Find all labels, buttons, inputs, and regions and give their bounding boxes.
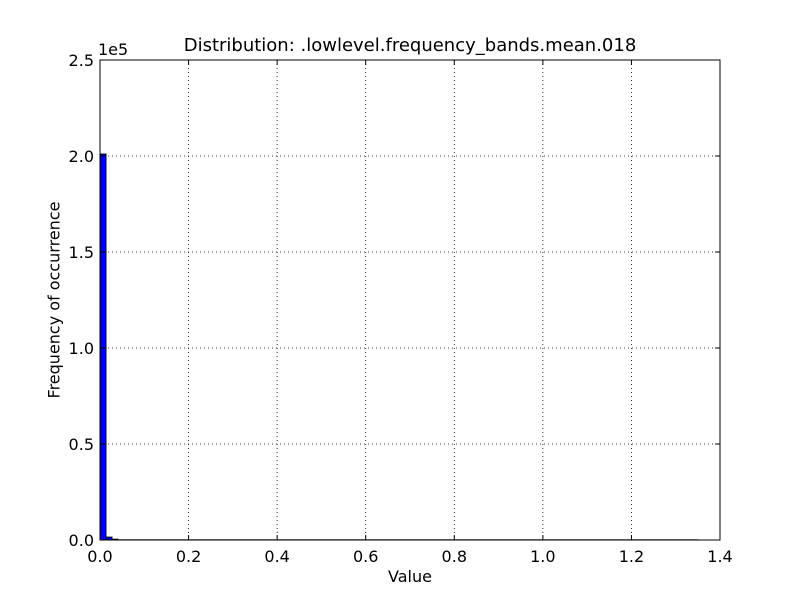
x-tick-label: 1.0 [530, 547, 555, 566]
y-tick-label: 2.5 [69, 51, 94, 70]
x-tick-label: 1.4 [707, 547, 732, 566]
x-tick-label: 0.6 [353, 547, 378, 566]
y-tick-label: 1.5 [69, 243, 94, 262]
x-tick-label: 0.0 [87, 547, 112, 566]
x-tick-label: 0.8 [442, 547, 467, 566]
histogram-bar [99, 153, 107, 541]
y-tick-label: 0.0 [69, 531, 94, 550]
chart-title: Distribution: .lowlevel.frequency_bands.… [183, 35, 637, 56]
x-tick-label: 0.2 [176, 547, 201, 566]
y-tick-label: 2.0 [69, 147, 94, 166]
plot-frame [99, 59, 721, 541]
y-tick-label: 0.5 [69, 435, 94, 454]
x-tick-label: 0.4 [264, 547, 289, 566]
y-axis-multiplier: 1e5 [98, 40, 129, 59]
x-tick-label: 1.2 [619, 547, 644, 566]
plot-area [100, 60, 720, 540]
x-axis-label: Value [388, 567, 432, 586]
y-tick-label: 1.0 [69, 339, 94, 358]
